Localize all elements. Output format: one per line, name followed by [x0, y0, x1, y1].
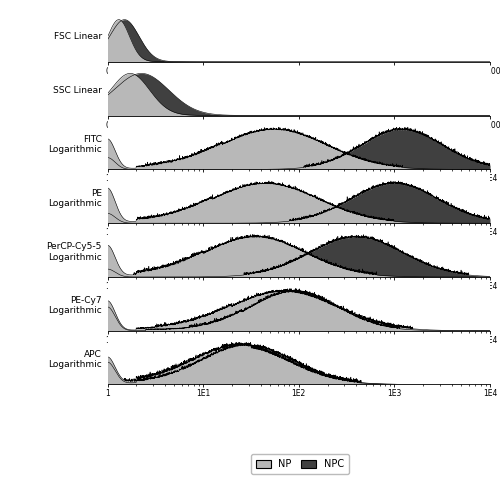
Y-axis label: PerCP-Cy5-5
Logarithmic: PerCP-Cy5-5 Logarithmic: [46, 242, 102, 262]
Y-axis label: SSC Linear: SSC Linear: [53, 86, 102, 95]
Legend: NP, NPC: NP, NPC: [251, 455, 349, 474]
Y-axis label: FSC Linear: FSC Linear: [54, 33, 102, 41]
Y-axis label: PE-Cy7
Logarithmic: PE-Cy7 Logarithmic: [48, 296, 102, 315]
Y-axis label: PE
Logarithmic: PE Logarithmic: [48, 189, 102, 208]
Y-axis label: FITC
Logarithmic: FITC Logarithmic: [48, 135, 102, 154]
Y-axis label: APC
Logarithmic: APC Logarithmic: [48, 350, 102, 369]
